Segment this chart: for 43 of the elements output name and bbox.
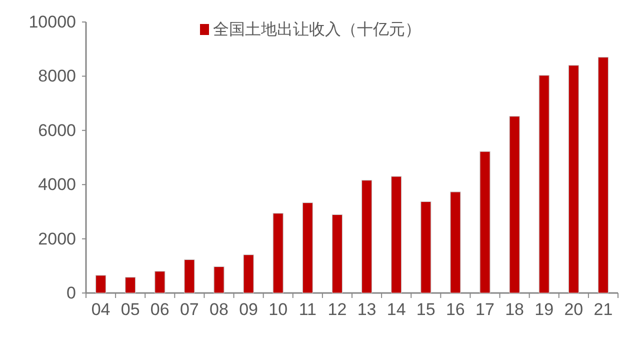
bar bbox=[391, 176, 402, 294]
x-tick-label: 20 bbox=[564, 300, 584, 319]
bar bbox=[302, 202, 313, 294]
x-tick-label: 08 bbox=[210, 300, 228, 319]
x-tick-label: 14 bbox=[386, 300, 406, 319]
x-tick-label: 06 bbox=[150, 300, 170, 319]
bar bbox=[95, 275, 106, 294]
x-tick-label: 11 bbox=[298, 300, 316, 319]
x-tick-label: 19 bbox=[534, 300, 554, 319]
y-tick-label: 10000 bbox=[28, 12, 76, 32]
x-tick-label: 05 bbox=[120, 300, 140, 319]
bar bbox=[509, 116, 520, 294]
bar bbox=[598, 56, 609, 294]
x-tick-label: 04 bbox=[91, 300, 110, 319]
bar bbox=[420, 201, 432, 294]
x-tick-label: 10 bbox=[268, 300, 288, 319]
bar bbox=[125, 276, 136, 294]
bar bbox=[480, 151, 490, 294]
x-tick-label: 16 bbox=[446, 300, 465, 319]
x-tick-label: 07 bbox=[180, 300, 199, 319]
x-tick-label: 21 bbox=[594, 300, 613, 319]
bar bbox=[243, 254, 254, 294]
x-tick-label: 17 bbox=[476, 300, 494, 319]
bar bbox=[450, 192, 461, 294]
bar bbox=[361, 180, 372, 294]
y-tick-label: 2000 bbox=[38, 229, 76, 248]
bar bbox=[332, 214, 343, 294]
x-tick-label: 09 bbox=[239, 300, 258, 319]
bar bbox=[154, 271, 166, 294]
x-tick-label: 15 bbox=[416, 300, 436, 319]
x-tick-label: 13 bbox=[357, 300, 376, 319]
y-tick-label: 0 bbox=[66, 284, 76, 302]
legend-label: 全国土地出让收入（十亿元） bbox=[213, 20, 421, 38]
bar bbox=[272, 213, 284, 294]
y-tick-label: 4000 bbox=[38, 175, 76, 194]
bar bbox=[184, 259, 195, 294]
x-tick-label: 18 bbox=[505, 300, 524, 319]
bar bbox=[568, 65, 579, 294]
y-tick-label: 8000 bbox=[38, 66, 76, 86]
x-tick-label: 12 bbox=[328, 300, 347, 319]
bar bbox=[538, 75, 550, 294]
y-tick-label: 6000 bbox=[38, 120, 76, 140]
bar bbox=[214, 266, 224, 294]
